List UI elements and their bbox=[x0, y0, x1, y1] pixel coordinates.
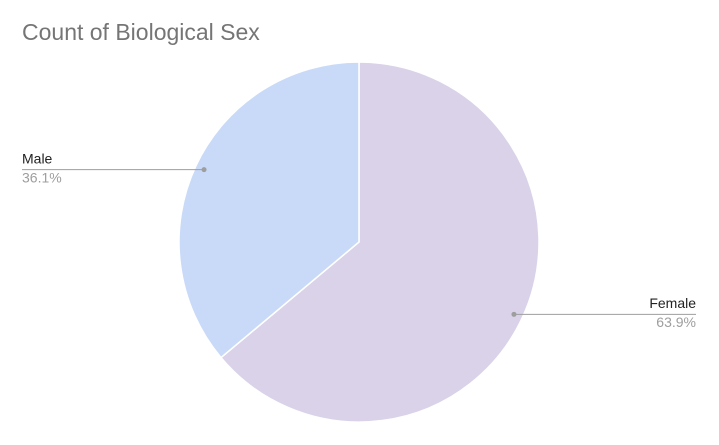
slice-value-label: 63.9% bbox=[656, 314, 696, 330]
slice-value-label: 36.1% bbox=[22, 169, 62, 185]
slice-label: Female bbox=[649, 295, 696, 311]
pie-slice bbox=[219, 61, 540, 423]
chart-title: Count of Biological Sex bbox=[22, 19, 260, 45]
pie-slice bbox=[178, 61, 360, 359]
slice-label: Male bbox=[22, 150, 53, 166]
leader-dot bbox=[511, 311, 517, 317]
leader-dot bbox=[201, 167, 207, 173]
